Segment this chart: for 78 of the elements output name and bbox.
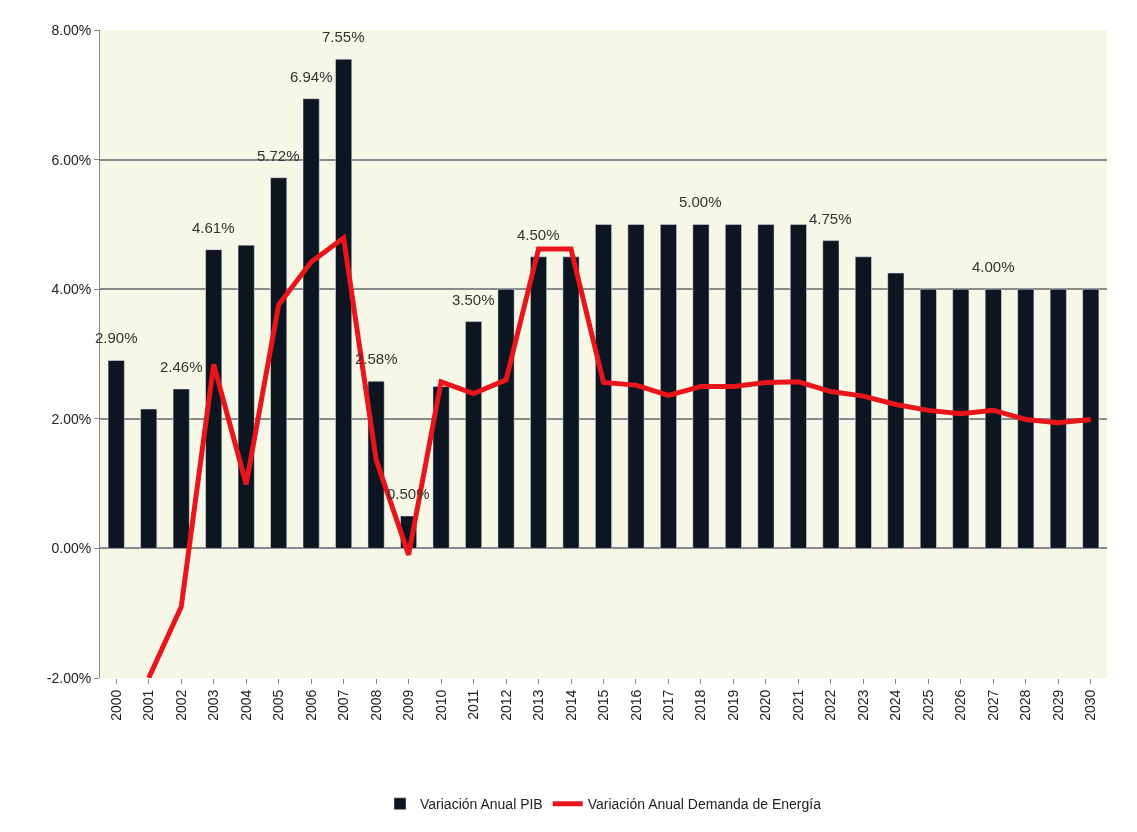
bar	[432, 386, 450, 549]
bar	[919, 288, 937, 549]
data-label: 3.50%	[452, 291, 495, 308]
legend-label: Variación Anual Demanda de Energía	[587, 796, 822, 813]
x-tick-label: 2030	[1082, 689, 1099, 721]
y-tick-label: 0.00%	[51, 540, 92, 557]
x-tick-label: 2002	[172, 689, 189, 721]
x-tick-label: 2006	[302, 689, 319, 721]
x-tick-label: 2017	[660, 689, 677, 721]
bar	[887, 272, 905, 549]
bar	[270, 177, 288, 549]
x-tick-label: 2004	[237, 689, 254, 721]
x-tick-label: 2022	[822, 689, 839, 721]
bar	[465, 321, 482, 549]
bar	[205, 249, 223, 549]
x-tick-label: 2013	[530, 689, 547, 721]
data-label: 4.75%	[809, 210, 852, 227]
bar	[172, 388, 190, 549]
data-label: 5.00%	[679, 193, 722, 210]
y-tick-label: 4.00%	[51, 281, 92, 298]
x-tick-label: 2019	[724, 689, 741, 721]
x-tick-label: 2020	[757, 689, 774, 721]
data-label: 4.61%	[192, 219, 235, 236]
x-tick-label: 2021	[789, 689, 806, 721]
x-tick-label: 2009	[400, 689, 417, 721]
bar	[140, 408, 158, 549]
bar	[562, 256, 580, 549]
bar	[1082, 288, 1100, 549]
bar	[757, 224, 775, 549]
y-tick-label: 2.00%	[51, 410, 92, 427]
bar	[660, 224, 677, 549]
x-tick-label: 2027	[984, 689, 1001, 721]
bar	[627, 224, 645, 549]
x-tick-label: 2005	[270, 689, 287, 721]
bar	[107, 360, 125, 549]
bar	[1017, 288, 1035, 549]
x-tick-label: 2012	[497, 689, 514, 721]
x-tick-label: 2008	[367, 689, 384, 721]
bar	[595, 224, 612, 549]
bar	[1049, 288, 1067, 549]
bar	[530, 256, 547, 549]
bar	[335, 58, 352, 549]
bar	[855, 256, 872, 549]
x-tick-label: 2025	[919, 689, 936, 721]
data-label: 6.94%	[290, 68, 333, 85]
x-tick-label: 2028	[1017, 689, 1034, 721]
bar	[302, 98, 320, 549]
data-label: 7.55%	[322, 28, 365, 45]
y-tick-label: -2.00%	[46, 669, 92, 686]
legend-label: Variación Anual PIB	[420, 796, 543, 813]
bar	[237, 244, 255, 549]
data-label: 4.50%	[517, 226, 560, 243]
data-label: 5.72%	[257, 147, 300, 164]
data-label: 2.46%	[160, 358, 203, 375]
bar	[984, 288, 1002, 549]
bar	[790, 224, 807, 549]
x-tick-label: 2007	[335, 689, 352, 721]
x-tick-label: 2029	[1049, 689, 1066, 721]
x-tick-label: 2003	[205, 689, 222, 721]
bar	[822, 240, 840, 549]
x-tick-label: 2023	[854, 689, 871, 721]
x-tick-label: 2024	[887, 689, 904, 721]
bar	[952, 288, 970, 549]
x-tick-label: 2026	[952, 689, 969, 721]
x-tick-label: 2010	[432, 689, 449, 721]
x-tick-label: 2015	[595, 689, 612, 721]
y-tick-label: 6.00%	[51, 151, 92, 168]
y-tick-label: 8.00%	[51, 21, 92, 38]
x-tick-label: 2014	[562, 689, 579, 721]
x-tick-label: 2016	[627, 689, 644, 721]
x-tick-label: 2011	[465, 689, 482, 720]
bar	[725, 224, 742, 549]
x-tick-label: 2001	[140, 689, 157, 721]
data-label: 4.00%	[972, 258, 1015, 275]
bar	[692, 224, 710, 549]
x-tick-label: 2000	[107, 689, 124, 721]
bar	[497, 288, 515, 549]
x-tick-label: 2018	[692, 689, 709, 721]
